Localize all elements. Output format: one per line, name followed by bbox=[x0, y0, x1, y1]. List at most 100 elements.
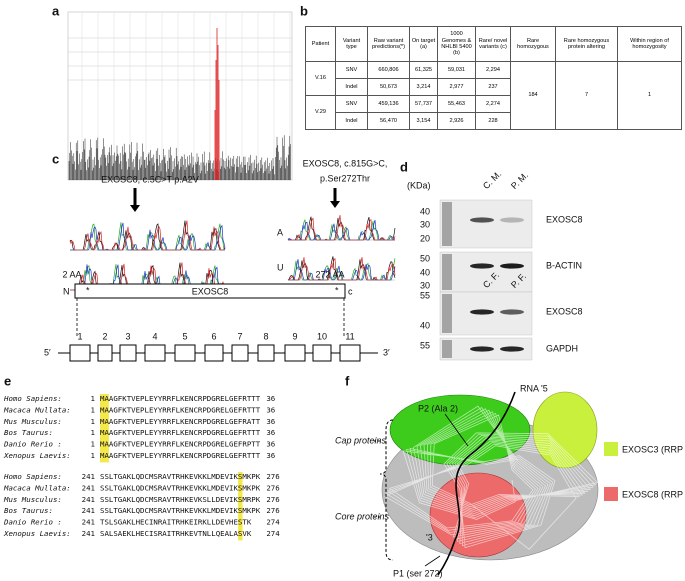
species: Xenopus Laevis: bbox=[3, 529, 71, 538]
table-cell: On target (a) bbox=[409, 26, 438, 62]
sequence: MAAGFKTVEPLEYYRRFLKENCRPDGRELGEFRTTT bbox=[100, 428, 261, 437]
exon-number: 11 bbox=[345, 331, 354, 341]
panel-letter: b bbox=[300, 3, 308, 18]
species: Homo Sapiens: bbox=[3, 472, 62, 481]
position: 276 bbox=[266, 506, 279, 515]
exosc8-region bbox=[429, 472, 527, 558]
table-cell: Indel bbox=[335, 78, 368, 96]
position: 1 bbox=[91, 440, 95, 449]
sequence: SSLTGAKLQDCMSRAVTRHKEVKSLLDEVIKSMRPK bbox=[100, 495, 261, 504]
band bbox=[470, 346, 494, 352]
label: P1 (ser 272) bbox=[393, 568, 443, 578]
sequence: SALSAEKLHECISRAITRHKEVTNLLQEALASVK bbox=[100, 529, 252, 538]
exon bbox=[144, 344, 166, 362]
band bbox=[500, 263, 524, 269]
rna-strand bbox=[437, 391, 516, 576]
position: 241 bbox=[82, 483, 95, 492]
species: Bos Taurus: bbox=[4, 506, 53, 515]
label: p.Ser272Thr bbox=[320, 173, 370, 183]
table-cell: 2,294 bbox=[475, 61, 511, 79]
band bbox=[500, 217, 524, 223]
species: Mus Musculus: bbox=[3, 495, 62, 504]
label: (KDa) bbox=[407, 180, 431, 190]
table-cell: 3,214 bbox=[409, 78, 438, 96]
ladder bbox=[442, 294, 452, 333]
exon bbox=[97, 344, 113, 362]
blot-label: EXOSC8 bbox=[546, 214, 583, 224]
exon bbox=[204, 344, 224, 362]
position: 36 bbox=[266, 428, 275, 437]
table-cell: Raw variant predictions(*) bbox=[367, 26, 410, 62]
exon-number: 1 bbox=[77, 331, 82, 341]
exosc3-region bbox=[532, 391, 598, 469]
position: 1 bbox=[91, 417, 95, 426]
position: 241 bbox=[82, 495, 95, 504]
lane-label: C. M. bbox=[481, 169, 503, 191]
table-cell: 50,673 bbox=[367, 78, 410, 96]
label: c bbox=[348, 286, 353, 296]
table-cell: 3,154 bbox=[409, 112, 438, 130]
panel-letter: a bbox=[52, 3, 60, 18]
position: 1 bbox=[91, 451, 95, 460]
marker-label: 30 bbox=[420, 219, 430, 229]
table-cell: 1 bbox=[617, 61, 682, 130]
protein-bar bbox=[74, 283, 346, 299]
position: 274 bbox=[266, 518, 280, 527]
exon bbox=[312, 344, 332, 362]
table-cell: V.29 bbox=[305, 95, 336, 130]
label: P2 (Ala 2) bbox=[418, 403, 458, 413]
position: 276 bbox=[266, 472, 279, 481]
exon bbox=[257, 344, 275, 362]
sequence: SSLTGAKLQDCMSRAVTRHKEVKKLMDEVIKSMKPK bbox=[100, 472, 261, 481]
table-cell: 660,806 bbox=[367, 61, 410, 79]
exon-number: 5 bbox=[182, 331, 187, 341]
position: 36 bbox=[266, 440, 275, 449]
brace bbox=[379, 419, 394, 561]
panel-letter: e bbox=[4, 373, 11, 388]
table-cell: 459,136 bbox=[367, 95, 410, 113]
panel-letter: f bbox=[345, 373, 350, 388]
chromatogram bbox=[287, 219, 395, 241]
plot-frame bbox=[67, 11, 293, 181]
panel-letter: c bbox=[52, 151, 59, 166]
sequence: MAAGFKTVEPLEYYRRFLKENCRPDGRELGEFRPTT bbox=[100, 440, 261, 449]
marker-label: 40 bbox=[420, 267, 430, 277]
exon bbox=[69, 344, 91, 362]
exon bbox=[339, 344, 361, 362]
legend-swatch bbox=[604, 442, 618, 456]
table-cell: 2,977 bbox=[437, 78, 476, 96]
exon-number: 7 bbox=[237, 331, 242, 341]
table-cell: Rare homozygous bbox=[510, 26, 556, 62]
chromatogram bbox=[287, 219, 395, 241]
table-cell: Within region of homozygosity bbox=[617, 26, 682, 62]
band bbox=[470, 217, 494, 223]
table-cell: 56,470 bbox=[367, 112, 410, 130]
band bbox=[500, 309, 524, 315]
label: N bbox=[63, 286, 70, 296]
label: Core proteins bbox=[335, 511, 390, 521]
position: 1 bbox=[91, 428, 95, 437]
panel-letter: d bbox=[400, 159, 408, 174]
legend-label: EXOSC3 (RRP 40) bbox=[622, 444, 685, 454]
label: A bbox=[277, 227, 283, 237]
position: 276 bbox=[266, 495, 279, 504]
blot-label: EXOSC8 bbox=[546, 306, 583, 316]
position: 241 bbox=[82, 472, 95, 481]
table-cell: 59,031 bbox=[437, 61, 476, 79]
position: 1 bbox=[91, 405, 95, 414]
marker-label: 55 bbox=[420, 340, 430, 350]
band bbox=[470, 263, 494, 269]
label: Cap proteins bbox=[335, 435, 387, 445]
species: Mus Musculus: bbox=[3, 417, 62, 426]
table-cell: 7 bbox=[555, 61, 618, 130]
label: U bbox=[277, 262, 284, 272]
mutation-star: * bbox=[86, 285, 90, 295]
marker-label: 50 bbox=[420, 253, 430, 263]
legend-label: EXOSC8 (RRP 43) bbox=[622, 489, 685, 499]
sequence: MAAGFKTVEPLEYYRRFLKENCRPDGRELGEFRATT bbox=[100, 417, 261, 426]
blot bbox=[439, 199, 533, 249]
brace-tip bbox=[372, 440, 380, 518]
species: Macaca Mullata: bbox=[3, 405, 71, 414]
label: EXOSC8, c.815G>C, bbox=[303, 158, 388, 168]
variant-table: Patient Variant type Raw variant predictio… bbox=[305, 26, 682, 130]
